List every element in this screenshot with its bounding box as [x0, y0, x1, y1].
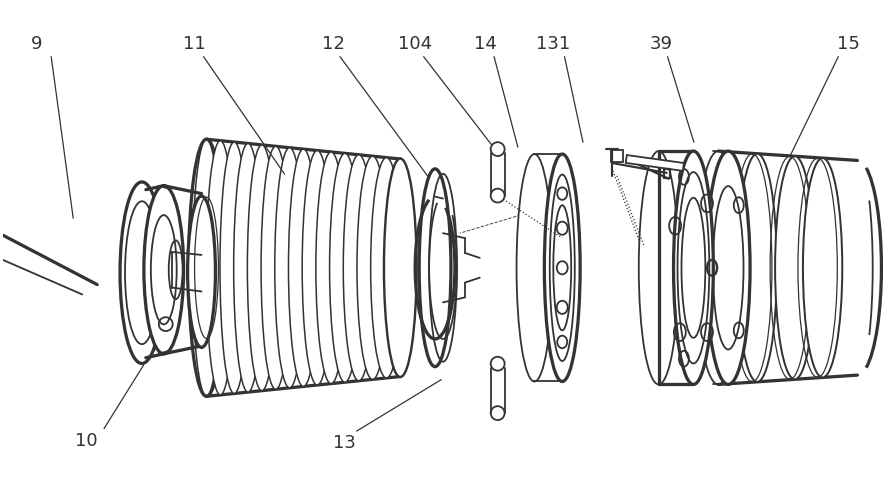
- Ellipse shape: [289, 149, 318, 387]
- Ellipse shape: [247, 145, 276, 391]
- Ellipse shape: [370, 157, 402, 378]
- Ellipse shape: [775, 156, 814, 379]
- Text: 39: 39: [649, 35, 672, 53]
- Text: 15: 15: [836, 35, 859, 53]
- Ellipse shape: [261, 147, 291, 389]
- Text: 13: 13: [333, 434, 356, 452]
- Ellipse shape: [206, 141, 235, 395]
- Ellipse shape: [234, 144, 262, 392]
- Ellipse shape: [220, 142, 248, 394]
- Ellipse shape: [357, 156, 388, 379]
- Ellipse shape: [330, 153, 361, 382]
- Ellipse shape: [419, 169, 451, 367]
- Text: 12: 12: [322, 35, 345, 53]
- Bar: [626, 155, 684, 171]
- Ellipse shape: [316, 152, 346, 384]
- Ellipse shape: [737, 154, 777, 382]
- Ellipse shape: [491, 357, 505, 371]
- Ellipse shape: [275, 148, 304, 388]
- Ellipse shape: [517, 154, 552, 382]
- Ellipse shape: [188, 196, 215, 347]
- Ellipse shape: [803, 158, 843, 378]
- Ellipse shape: [302, 150, 332, 385]
- Ellipse shape: [639, 151, 679, 385]
- Ellipse shape: [120, 182, 164, 363]
- Ellipse shape: [696, 151, 740, 385]
- Ellipse shape: [343, 155, 374, 381]
- Text: 131: 131: [536, 35, 571, 53]
- Ellipse shape: [706, 151, 750, 385]
- Text: 14: 14: [474, 35, 497, 53]
- Ellipse shape: [544, 154, 580, 382]
- Ellipse shape: [385, 159, 416, 377]
- Text: 104: 104: [398, 35, 431, 53]
- Bar: [611, 150, 623, 162]
- Text: 11: 11: [183, 35, 206, 53]
- Text: 9: 9: [30, 35, 42, 53]
- Ellipse shape: [491, 142, 505, 156]
- Ellipse shape: [144, 186, 183, 354]
- Ellipse shape: [491, 189, 505, 202]
- Text: 10: 10: [75, 432, 97, 450]
- Ellipse shape: [385, 159, 416, 377]
- Ellipse shape: [673, 151, 713, 385]
- Ellipse shape: [189, 139, 224, 396]
